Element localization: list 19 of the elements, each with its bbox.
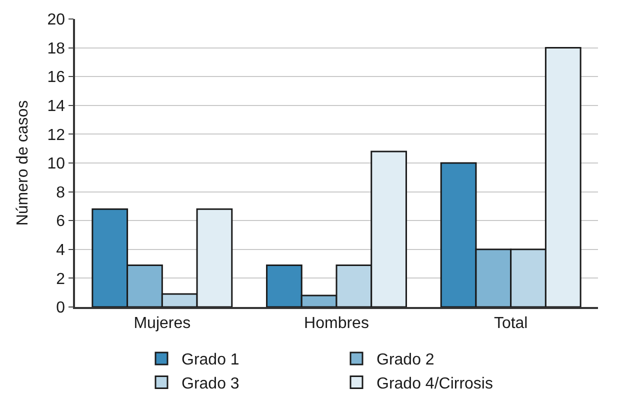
y-tick-label: 14 — [47, 98, 66, 115]
y-axis-title: Número de casos — [14, 100, 32, 226]
legend-label: Grado 4/Cirrosis — [376, 376, 493, 392]
y-tick-label: 18 — [47, 40, 66, 58]
y-tick-label: 20 — [47, 12, 66, 29]
y-tick-label: 4 — [56, 242, 66, 259]
y-tick-label: 8 — [56, 184, 66, 202]
y-tick-label: 16 — [47, 69, 66, 86]
y-tick-label: 12 — [47, 126, 66, 144]
y-tick-label: 0 — [56, 300, 66, 317]
legend-label: Grado 1 — [182, 352, 240, 369]
y-tick-label: 2 — [56, 270, 66, 288]
legend-label: Grado 2 — [376, 352, 434, 369]
x-tick-label: Hombres — [304, 314, 369, 332]
legend-label: Grado 3 — [182, 376, 240, 392]
y-tick-label: 10 — [47, 156, 66, 173]
y-tick-label: 6 — [56, 213, 66, 230]
x-tick-label: Total — [494, 314, 528, 332]
x-tick-label: Mujeres — [134, 314, 191, 332]
